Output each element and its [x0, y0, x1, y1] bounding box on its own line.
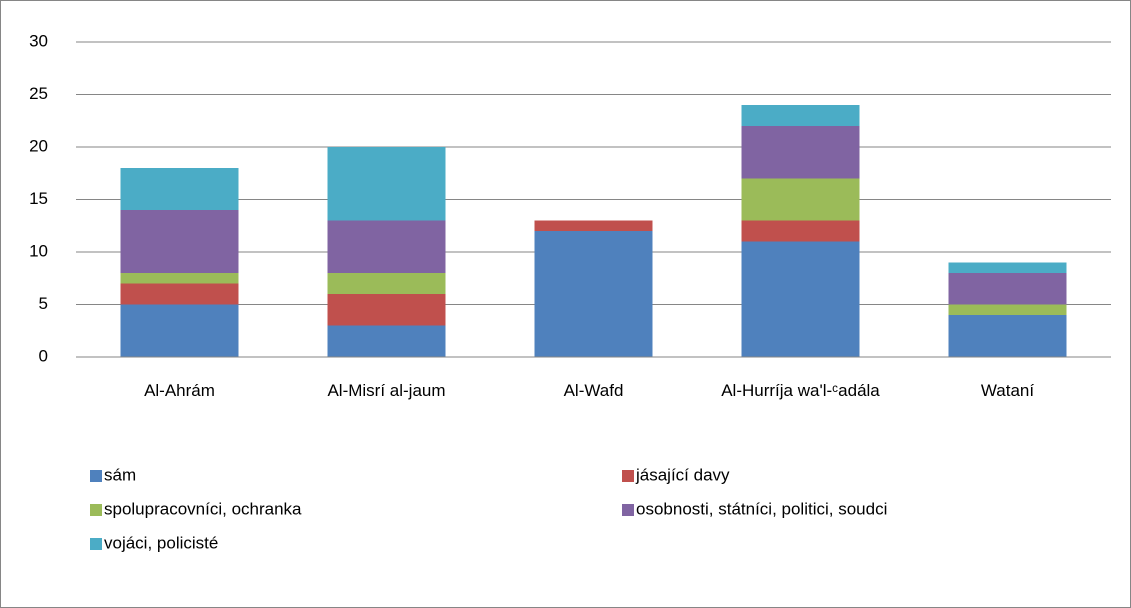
bar-segment: [741, 178, 860, 221]
bar-segment: [120, 273, 239, 284]
y-tick-label: 10: [29, 241, 48, 260]
bar-segment: [741, 220, 860, 242]
legend-swatch: [622, 504, 634, 516]
bar-segment: [948, 304, 1067, 315]
bar-segment: [327, 325, 446, 357]
legend-label: spolupracovníci, ochranka: [104, 499, 302, 518]
legend-label: jásající davy: [635, 465, 730, 484]
x-tick-label: Al-Ahrám: [144, 381, 215, 400]
bar-segment: [120, 283, 239, 305]
bar-segment: [327, 294, 446, 326]
bar-segment: [327, 147, 446, 221]
x-tick-label: Al-Wafd: [563, 381, 624, 400]
y-tick-label: 30: [29, 31, 48, 50]
bar-segment: [534, 231, 653, 357]
bar-segment: [120, 168, 239, 210]
x-tick-label: Al-Hurríja wa'l-ᶜadála: [721, 381, 880, 400]
bar-segment: [741, 126, 860, 179]
bar-segment: [948, 273, 1067, 305]
bar-segment: [327, 273, 446, 294]
bar-segment: [741, 105, 860, 126]
bar-segment: [948, 315, 1067, 357]
y-tick-label: 20: [29, 136, 48, 155]
bar-segment: [948, 262, 1067, 273]
bar-segment: [534, 220, 653, 231]
legend-label: vojáci, policisté: [104, 533, 218, 552]
y-tick-label: 25: [29, 84, 48, 103]
legend-label: osobnosti, státníci, politici, soudci: [636, 499, 887, 518]
x-tick-label: Wataní: [980, 381, 1035, 400]
y-tick-label: 5: [39, 294, 48, 313]
y-tick-label: 15: [29, 189, 48, 208]
legend-swatch: [90, 538, 102, 550]
x-tick-label: Al-Misrí al-jaum: [327, 381, 446, 400]
bar-segment: [120, 304, 239, 357]
bar-segment: [327, 220, 446, 273]
legend-label: sám: [104, 465, 136, 484]
legend-swatch: [622, 470, 634, 482]
y-tick-label: 0: [39, 346, 48, 365]
legend-swatch: [90, 504, 102, 516]
bar-segment: [120, 210, 239, 273]
legend-swatch: [90, 470, 102, 482]
bar-segment: [741, 241, 860, 357]
